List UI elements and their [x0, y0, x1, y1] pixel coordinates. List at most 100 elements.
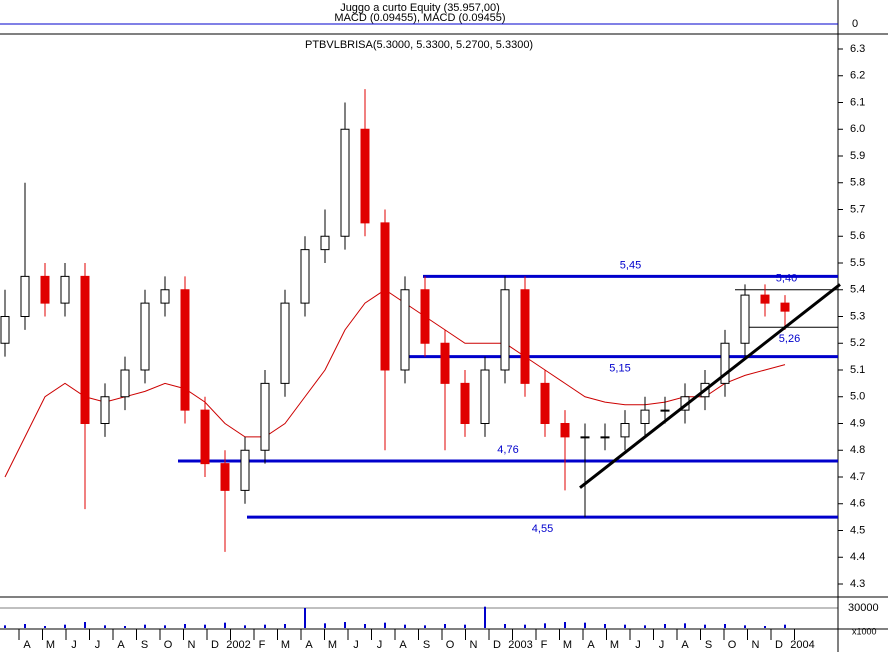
candle-body: [660, 409, 670, 412]
x-tick-label: O: [446, 639, 455, 651]
volume-bar: [124, 626, 126, 628]
candle-body: [120, 369, 130, 398]
candle-body: [400, 289, 410, 371]
volume-bar: [464, 624, 466, 628]
candle-body: [760, 294, 770, 304]
candle-body: [360, 128, 370, 224]
x-tick-label: D: [493, 639, 501, 651]
x-tick-label: D: [211, 639, 219, 651]
volume-bar: [624, 624, 626, 628]
x-tick-label: F: [259, 639, 266, 651]
x-tick-label: M: [328, 639, 337, 651]
x-tick-label: A: [587, 639, 595, 651]
y-tick-label: 5.2: [850, 337, 865, 349]
candle-body: [640, 409, 650, 424]
y-tick-label: 5.3: [850, 310, 865, 322]
volume-bar: [444, 624, 446, 628]
candle-body: [600, 436, 610, 439]
x-tick-label: J: [95, 639, 101, 651]
x-tick-label: J: [659, 639, 665, 651]
x-tick-label: J: [377, 639, 383, 651]
y-tick-label: 6.0: [850, 123, 865, 135]
level-label: 5,45: [620, 259, 641, 271]
x-tick-label: N: [470, 639, 478, 651]
moving-average: [4, 289, 786, 478]
volume-bar: [264, 624, 266, 628]
y-tick-label: 5.4: [850, 284, 865, 296]
x-tick-label: 2002: [226, 639, 250, 651]
volume-bar: [64, 624, 66, 628]
candle-body: [560, 423, 570, 438]
volume-bar: [744, 625, 746, 628]
volume-bar: [44, 626, 46, 628]
y-tick-label: 6.1: [850, 96, 865, 108]
x-tick-label: F: [541, 639, 548, 651]
candle-body: [320, 235, 330, 251]
x-tick-label: M: [281, 639, 290, 651]
x-tick-label: J: [635, 639, 641, 651]
y-tick-label: 6.2: [850, 70, 865, 82]
volume-bar: [244, 625, 246, 628]
volume-bar: [84, 622, 86, 628]
y-tick-label: 4.8: [850, 444, 865, 456]
x-tick-label: A: [117, 639, 125, 651]
y-tick-label: 5.1: [850, 364, 865, 376]
chart-title: PTBVLBRISA(5.3000, 5.3300, 5.2700, 5.330…: [305, 39, 533, 51]
volume-bar: [604, 624, 606, 628]
x-tick-label: 2003: [508, 639, 532, 651]
volume-bar: [544, 623, 546, 628]
volume-bar: [364, 624, 366, 628]
y-tick-label: 4.9: [850, 417, 865, 429]
candle-body: [220, 463, 230, 491]
x-tick-label: S: [423, 639, 430, 651]
y-tick-label: 4.4: [850, 551, 865, 563]
volume-bar: [384, 622, 386, 628]
x-tick-label: M: [610, 639, 619, 651]
x-tick-label: O: [728, 639, 737, 651]
volume-bar: [324, 623, 326, 628]
candle-body: [460, 382, 470, 424]
y-tick-label: 5.8: [850, 177, 865, 189]
volume-unit: x1000: [852, 626, 877, 636]
candle-body: [500, 289, 510, 371]
candle-body: [140, 302, 150, 371]
x-tick-label: A: [23, 639, 31, 651]
candle-body: [720, 342, 730, 384]
x-tick-label: 2004: [790, 639, 814, 651]
volume-bar: [144, 624, 146, 628]
candle-body: [80, 275, 90, 424]
x-tick-label: O: [164, 639, 173, 651]
volume-bar: [224, 622, 226, 628]
volume-bar: [284, 624, 286, 628]
x-tick-label: S: [141, 639, 148, 651]
volume-bar: [784, 624, 786, 628]
candle-body: [100, 396, 110, 424]
candle-body: [200, 409, 210, 465]
x-tick-label: N: [188, 639, 196, 651]
candle-body: [740, 294, 750, 344]
y-tick-label: 5.9: [850, 150, 865, 162]
level-label: 4,76: [497, 444, 518, 456]
candle-body: [0, 316, 10, 344]
volume-bar: [704, 624, 706, 628]
x-tick-label: A: [399, 639, 407, 651]
volume-bar: [4, 625, 6, 628]
level-label: 5,26: [779, 333, 800, 345]
x-tick-label: N: [752, 639, 760, 651]
candle-body: [180, 289, 190, 411]
top-panel-subtitle: MACD (0.09455), MACD (0.09455): [334, 12, 505, 24]
volume-bar: [104, 625, 106, 628]
volume-bar: [564, 622, 566, 628]
volume-bar: [524, 624, 526, 628]
volume-bar: [644, 625, 646, 628]
y-tick-label: 5.7: [850, 203, 865, 215]
x-tick-label: D: [775, 639, 783, 651]
volume-bar: [664, 624, 666, 628]
candle-body: [540, 382, 550, 424]
y-tick-label: 4.5: [850, 524, 865, 536]
volume-bar: [764, 626, 766, 628]
x-tick-label: M: [563, 639, 572, 651]
volume-bar: [164, 625, 166, 628]
y-tick-label: 4.3: [850, 578, 865, 590]
